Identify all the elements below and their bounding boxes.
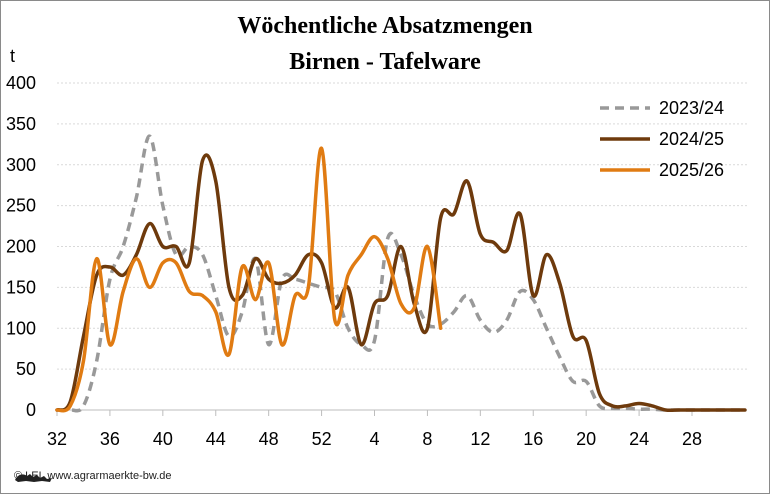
y-axis-unit: t: [10, 46, 16, 66]
x-tick-label: 8: [422, 429, 432, 449]
y-tick-label: 50: [16, 359, 36, 379]
y-tick-label: 300: [6, 155, 36, 175]
x-tick-label: 36: [100, 429, 120, 449]
x-tick-label: 20: [576, 429, 596, 449]
series-line-2024-25: [55, 153, 747, 413]
x-tick-label: 44: [206, 429, 226, 449]
x-tick-label: 52: [312, 429, 332, 449]
y-tick-label: 400: [6, 73, 36, 93]
series-lines: [55, 134, 747, 413]
x-tick-label: 4: [369, 429, 379, 449]
series-line-2025-26: [55, 146, 443, 413]
x-tick-label: 32: [47, 429, 67, 449]
x-tick-label: 16: [523, 429, 543, 449]
x-tick-label: 24: [629, 429, 649, 449]
y-tick-label: 250: [6, 196, 36, 216]
legend-label: 2023/24: [659, 98, 724, 118]
y-tick-label: 100: [6, 318, 36, 338]
x-tick-label: 12: [470, 429, 490, 449]
footer-copyright: © LEL www.agrarmaerkte-bw.de: [14, 470, 172, 482]
x-tick-label: 28: [682, 429, 702, 449]
y-tick-label: 0: [26, 400, 36, 420]
y-tick-label: 350: [6, 114, 36, 134]
y-tick-label: 200: [6, 237, 36, 257]
chart-subtitle: Birnen - Tafelware: [289, 49, 481, 75]
chart-title: Wöchentliche Absatzmengen: [237, 13, 533, 39]
legend-label: 2024/25: [659, 129, 724, 149]
legend-label: 2025/26: [659, 160, 724, 180]
x-tick-label: 48: [259, 429, 279, 449]
footer: © LEL www.agrarmaerkte-bw.de: [14, 470, 172, 482]
legend: 2023/24 2024/25 2025/26: [600, 98, 724, 180]
series-line-2023-24: [56, 134, 745, 413]
lion-logo-icon: [15, 474, 52, 482]
x-tick-label: 40: [153, 429, 173, 449]
y-tick-label: 150: [6, 277, 36, 297]
